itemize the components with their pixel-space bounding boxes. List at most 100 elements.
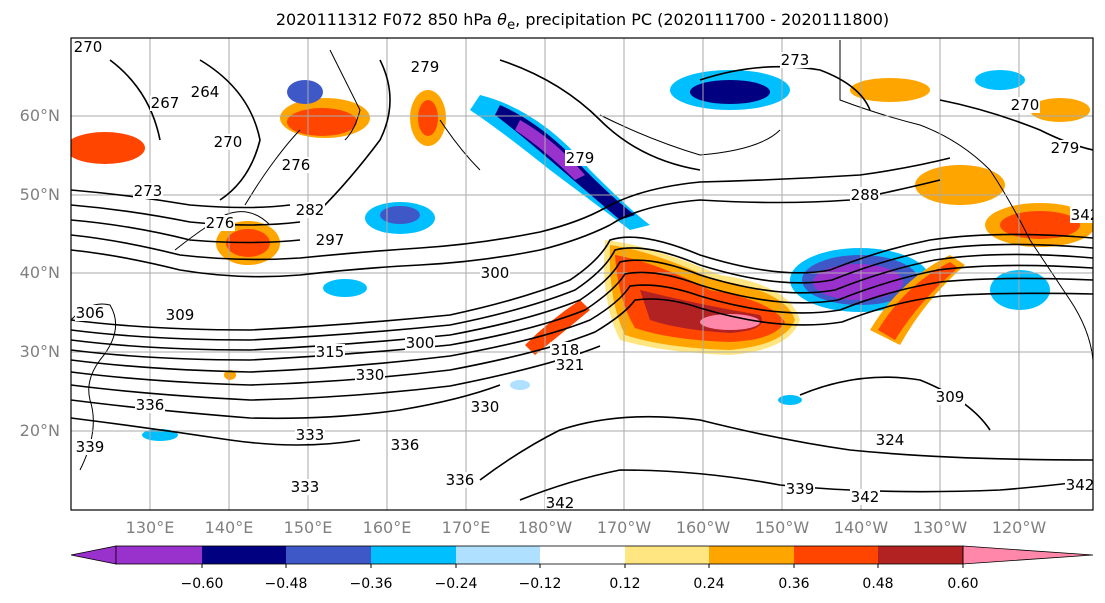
blob xyxy=(1000,211,1080,239)
contour-label: 330 xyxy=(471,398,500,416)
contour-label-bg xyxy=(133,183,163,199)
contour-label-bg xyxy=(75,305,105,321)
blob xyxy=(380,206,420,224)
contour-label-bg xyxy=(550,342,580,358)
colorbar-bin xyxy=(794,546,878,564)
lon-label: 120°W xyxy=(991,518,1047,537)
contour-label: 321 xyxy=(556,356,585,374)
contour-label: 306 xyxy=(76,304,105,322)
colorbar-extend-low xyxy=(70,545,117,565)
lon-label: 130°W xyxy=(912,518,968,537)
colorbar-tick-label: 0.60 xyxy=(947,576,979,592)
contour-label: 279 xyxy=(1051,139,1080,157)
blob xyxy=(323,279,367,297)
contour-label-bg xyxy=(480,265,510,281)
blob xyxy=(878,262,958,340)
contour-label-bg xyxy=(73,39,103,55)
lon-label: 150°W xyxy=(754,518,810,537)
colorbar-bin xyxy=(116,546,202,564)
lon-label: 160°W xyxy=(675,518,731,537)
contour-label: 300 xyxy=(406,334,435,352)
colorbar-extend-high xyxy=(962,545,1094,565)
contour-label-bg xyxy=(1010,97,1040,113)
blob xyxy=(224,370,236,380)
contour-label-bg xyxy=(785,481,815,497)
contour-label: 267 xyxy=(151,94,180,112)
contour-label-bg xyxy=(850,489,880,505)
contour-label: 282 xyxy=(296,201,325,219)
blob xyxy=(700,314,760,330)
colorbar-tick-label: 0.12 xyxy=(609,576,641,592)
blob xyxy=(915,165,1005,205)
contour-label-bg xyxy=(355,367,385,383)
contour-label: 330 xyxy=(356,366,385,384)
contour-label-bg xyxy=(875,432,905,448)
contour-label-bg xyxy=(1050,140,1080,156)
contour-label-bg xyxy=(1065,477,1093,493)
lon-label: 150°E xyxy=(283,518,333,537)
contour-label-bg xyxy=(135,397,165,413)
colorbar-tick-label: −0.48 xyxy=(264,576,308,592)
contour-label: 276 xyxy=(282,156,311,174)
contour-label-bg xyxy=(850,187,880,203)
contour-label-bg xyxy=(315,232,345,248)
contour-label-bg xyxy=(281,157,311,173)
blob xyxy=(510,380,530,390)
contour-label: 342 xyxy=(1071,206,1100,224)
contour-label: 279 xyxy=(566,149,595,167)
colorbar-bin xyxy=(540,546,625,564)
contour-label-bg xyxy=(565,150,595,166)
contour-label-bg xyxy=(470,399,500,415)
contour-label: 324 xyxy=(876,431,905,449)
colorbar-bin xyxy=(202,546,286,564)
contour-label: 270 xyxy=(214,133,243,151)
lon-label: 170°E xyxy=(441,518,491,537)
colorbar-bin xyxy=(625,546,709,564)
contour-labels: 270 267 264 270 276 279 273 270 279 273 276 282 288 2… xyxy=(73,38,1100,512)
colorbar-tick-label: 0.24 xyxy=(693,576,725,592)
colorbar-tick-label: −0.12 xyxy=(518,576,562,592)
contour-label: 339 xyxy=(76,438,105,456)
contour-label: 264 xyxy=(191,83,220,101)
map-frame xyxy=(70,37,1094,511)
lon-label: 160°E xyxy=(362,518,412,537)
colorbar-tick-label: 0.48 xyxy=(862,576,894,592)
lon-label: 170°W xyxy=(596,518,652,537)
contour-label-bg xyxy=(190,84,220,100)
colorbar-tick-label: −0.36 xyxy=(349,576,393,592)
contour-label-bg xyxy=(213,134,243,150)
contour-label: 318 xyxy=(551,341,580,359)
contour-label: 333 xyxy=(296,426,325,444)
contour-label: 270 xyxy=(1011,96,1040,114)
colorbar-tick-label: −0.24 xyxy=(434,576,478,592)
contour-label: 342 xyxy=(546,494,575,512)
lat-label: 20°N xyxy=(19,421,60,440)
contour-label: 300 xyxy=(481,264,510,282)
contour-label-bg xyxy=(555,357,585,373)
lat-label: 50°N xyxy=(19,185,60,204)
contour-label: 339 xyxy=(786,480,815,498)
blob xyxy=(142,429,178,441)
lat-label: 30°N xyxy=(19,342,60,361)
blob xyxy=(850,78,930,102)
colorbar-tick-label: −0.60 xyxy=(180,576,224,592)
lon-label: 180°W xyxy=(517,518,573,537)
contour-label-bg xyxy=(205,215,235,231)
colorbar-bin xyxy=(371,546,456,564)
contour-label-bg xyxy=(165,307,195,323)
blob xyxy=(71,132,145,164)
contour-label: 309 xyxy=(166,306,195,324)
blob xyxy=(778,395,802,405)
blob xyxy=(287,108,357,136)
lon-label: 130°E xyxy=(125,518,175,537)
gridlines xyxy=(71,38,1093,510)
coastlines xyxy=(71,40,1093,471)
contour-label-bg xyxy=(405,335,435,351)
contour-label-bg xyxy=(935,389,965,405)
contour-label: 288 xyxy=(851,186,880,204)
contour-label: 342 xyxy=(851,488,880,506)
colorbar-tick-label: 0.36 xyxy=(778,576,810,592)
lat-label: 40°N xyxy=(19,263,60,282)
colorbar-bin xyxy=(709,546,794,564)
